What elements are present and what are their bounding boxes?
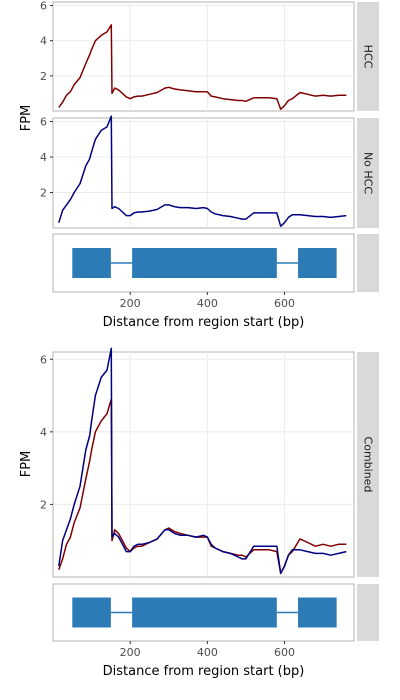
y-tick-label: 6 (40, 116, 47, 129)
facet-strip (357, 2, 379, 111)
y-tick-label: 2 (40, 187, 47, 200)
facet-strip (357, 584, 379, 641)
exon-box (298, 597, 337, 628)
x-axis-title: Distance from region start (bp) (103, 664, 305, 679)
x-tick-label: 200 (120, 646, 141, 659)
x-tick-label: 400 (197, 646, 218, 659)
y-tick-label: 6 (40, 0, 47, 13)
series-line-hcc (58, 24, 347, 110)
y-tick-label: 6 (40, 353, 47, 366)
y-tick-label: 2 (40, 70, 47, 83)
x-tick-label: 600 (274, 297, 295, 310)
panel-background (52, 351, 355, 578)
exon-box (298, 248, 337, 278)
panel-background (52, 117, 355, 229)
x-tick-label: 200 (120, 297, 141, 310)
exon-box (132, 597, 277, 628)
facet-strip-label: HCC (362, 45, 375, 69)
facet-strip (357, 234, 379, 292)
facet-strip-label: No HCC (362, 152, 375, 194)
y-tick-label: 4 (40, 426, 47, 439)
facet-strip-label: Combined (362, 437, 375, 493)
x-tick-label: 600 (274, 646, 295, 659)
y-axis-title: FPM (19, 451, 34, 478)
x-axis-title: Distance from region start (bp) (103, 315, 305, 330)
series-line-nohcc (58, 347, 347, 575)
exon-box (72, 248, 111, 278)
facet-strip (357, 118, 379, 228)
facet-strip (357, 352, 379, 577)
y-tick-label: 4 (40, 151, 47, 164)
series-line-nohcc (58, 115, 347, 227)
y-tick-label: 2 (40, 498, 47, 511)
y-tick-label: 4 (40, 35, 47, 48)
x-tick-label: 400 (197, 297, 218, 310)
exon-box (72, 597, 111, 628)
y-axis-title: FPM (19, 105, 34, 132)
exon-box (132, 248, 277, 278)
